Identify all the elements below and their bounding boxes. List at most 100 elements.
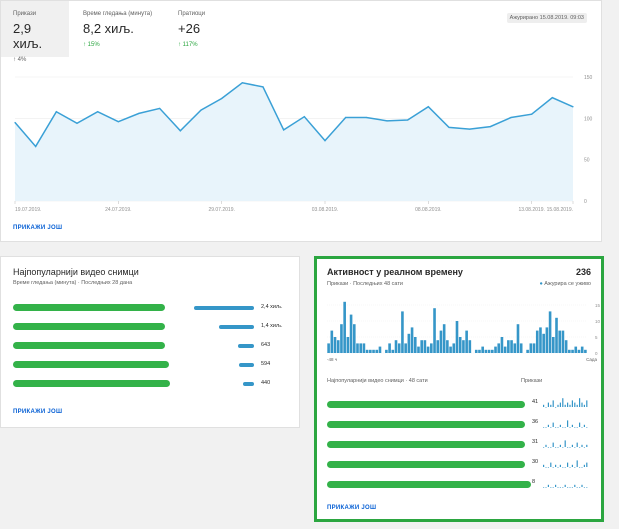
sparkline-bar xyxy=(581,444,583,447)
overview-show-more-link[interactable]: ПРИКАЖИ ЈОШ xyxy=(13,225,63,231)
realtime-bar xyxy=(423,340,427,353)
sparkline-bar xyxy=(564,484,566,487)
video-title-redacted[interactable] xyxy=(13,380,170,387)
realtime-bar xyxy=(343,301,346,353)
metric-tab-views[interactable]: Прикази 2,9 хиљ. ↑ 4% xyxy=(1,1,69,63)
metric-tab-watch-time[interactable]: Време гледања (минута) 8,2 хиљ. ↑ 15% xyxy=(71,1,166,57)
realtime-bar xyxy=(539,327,542,353)
sparkline-bar xyxy=(543,404,545,407)
video-title-redacted[interactable] xyxy=(13,361,169,368)
data-point xyxy=(386,120,388,122)
video-title-redacted[interactable] xyxy=(13,304,165,311)
realtime-bar xyxy=(375,349,379,353)
realtime-views-value: 41 xyxy=(532,399,539,405)
sparkline-bar xyxy=(581,467,583,468)
realtime-bar xyxy=(487,349,491,353)
realtime-bar xyxy=(558,330,562,353)
metric-value: +26 xyxy=(178,21,201,36)
sparkline-bar xyxy=(543,487,545,488)
x-label-end: Сада xyxy=(586,357,597,362)
data-point xyxy=(97,111,99,113)
realtime-bar xyxy=(561,330,565,353)
x-tick-label: 08.08.2019. xyxy=(415,207,441,213)
video-title-redacted[interactable] xyxy=(13,323,165,330)
realtime-bar xyxy=(580,346,584,353)
realtime-bar xyxy=(542,333,545,353)
y-tick-label: 100 xyxy=(584,116,593,122)
sparkline-bar xyxy=(583,447,585,448)
sparkline-bar xyxy=(555,407,557,408)
views-sparkline xyxy=(543,484,588,488)
realtime-bar xyxy=(397,343,401,353)
realtime-views-value: 36 xyxy=(532,419,539,425)
realtime-bar xyxy=(484,349,488,353)
video-title-redacted[interactable] xyxy=(327,421,525,428)
sparkline-bar xyxy=(550,447,552,448)
sparkline-bar xyxy=(564,404,566,407)
card-title: Активност у реалном времену xyxy=(327,267,463,277)
sparkline-bar xyxy=(564,427,566,428)
watch-time-bar xyxy=(239,362,254,367)
realtime-bar xyxy=(346,337,350,353)
data-point xyxy=(55,111,57,113)
metric-tab-subscribers[interactable]: Пратиоци +26 ↑ 117% xyxy=(166,1,246,57)
data-point xyxy=(365,116,367,119)
realtime-bar xyxy=(401,311,404,353)
realtime-bar xyxy=(510,340,513,353)
realtime-bar xyxy=(442,324,446,353)
realtime-bar xyxy=(455,321,459,353)
series-line xyxy=(14,81,574,148)
sparkline-bar xyxy=(571,400,573,407)
sparkline-bar xyxy=(562,427,564,428)
sparkline-bar xyxy=(571,444,573,447)
sparkline-bar xyxy=(571,464,573,467)
y-tick-label: 0 xyxy=(584,199,587,205)
video-title-redacted[interactable] xyxy=(13,342,165,349)
sparkline-bar xyxy=(562,467,564,468)
data-point xyxy=(469,128,471,130)
realtime-bar xyxy=(413,337,417,353)
data-point xyxy=(407,119,409,121)
sparkline-bar xyxy=(579,467,581,468)
sparkline-bar xyxy=(576,404,578,407)
sparkline-bar xyxy=(555,447,557,448)
realtime-bar-chart: 15 10 5 0 -48 ч Сада xyxy=(327,301,601,362)
y-tick-label: 50 xyxy=(584,158,590,164)
sparkline-bar xyxy=(547,447,549,448)
sparkline-bar xyxy=(550,404,552,407)
realtime-bar xyxy=(340,324,343,353)
realtime-list-header: Најпопуларнији видео снимци · 48 сати xyxy=(327,378,428,384)
realtime-bar xyxy=(388,343,391,353)
realtime-bar xyxy=(359,343,363,353)
realtime-bar xyxy=(410,327,414,353)
realtime-count: 236 xyxy=(575,267,591,277)
realtime-bar xyxy=(391,349,395,353)
realtime-bar xyxy=(458,337,462,353)
sparkline-bar xyxy=(583,424,585,427)
realtime-bar xyxy=(574,346,578,353)
realtime-bar xyxy=(439,330,443,353)
realtime-bar xyxy=(491,349,494,353)
realtime-show-more-link[interactable]: ПРИКАЖИ ЈОШ xyxy=(327,505,377,511)
sparkline-bar xyxy=(576,442,578,447)
data-point xyxy=(489,126,491,128)
realtime-views-value: 8 xyxy=(532,479,536,485)
realtime-bar xyxy=(385,349,388,353)
popular-show-more-link[interactable]: ПРИКАЖИ ЈОШ xyxy=(13,409,63,415)
realtime-views-value: 30 xyxy=(532,459,539,465)
realtime-bar xyxy=(362,343,366,353)
video-title-redacted[interactable] xyxy=(327,481,531,488)
video-title-redacted[interactable] xyxy=(327,401,525,408)
video-title-redacted[interactable] xyxy=(327,461,525,468)
video-title-redacted[interactable] xyxy=(327,441,525,448)
sparkline-bar xyxy=(581,402,583,407)
data-point xyxy=(324,140,326,142)
data-point xyxy=(427,106,429,108)
data-point xyxy=(221,97,223,100)
realtime-bar xyxy=(446,340,449,353)
card-title: Најпопуларнији видео снимци xyxy=(13,267,139,277)
y-tick-label: 10 xyxy=(595,319,601,324)
sparkline-bar xyxy=(569,467,571,468)
sparkline-bar xyxy=(586,427,588,428)
sparkline-bar xyxy=(545,444,547,447)
